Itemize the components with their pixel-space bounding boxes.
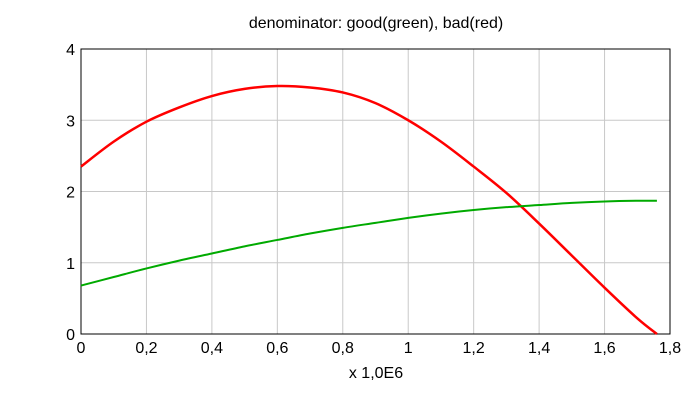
series-line-red bbox=[80, 84, 658, 335]
y-tick-label: 2 bbox=[66, 185, 75, 202]
y-tick-label: 1 bbox=[66, 256, 75, 273]
plot-frame bbox=[80, 48, 671, 335]
x-tick-label: 1,8 bbox=[659, 340, 681, 357]
x-tick-label: 1,4 bbox=[528, 340, 550, 357]
grid bbox=[80, 48, 671, 335]
y-tick-label: 4 bbox=[66, 42, 75, 59]
x-tick-label: 0 bbox=[77, 340, 86, 357]
x-tick-labels: 0 0,2 0,4 0,6 0,8 1 1,2 1,4 1,6 1,8 bbox=[77, 340, 682, 357]
x-tick-label: 1,2 bbox=[463, 340, 485, 357]
x-tick-label: 0,8 bbox=[332, 340, 354, 357]
x-tick-label: 1 bbox=[404, 340, 413, 357]
x-tick-label: 0,6 bbox=[266, 340, 288, 357]
y-tick-label: 0 bbox=[66, 327, 75, 344]
y-tick-label: 3 bbox=[66, 113, 75, 130]
y-tick-labels: 0 1 2 3 4 bbox=[66, 42, 75, 344]
x-tick-label: 1,6 bbox=[593, 340, 615, 357]
series-line-green bbox=[80, 199, 657, 287]
x-axis-label: x 1,0E6 bbox=[349, 365, 403, 382]
x-tick-label: 0,4 bbox=[201, 340, 223, 357]
series-group bbox=[80, 84, 658, 335]
chart-title: denominator: good(green), bad(red) bbox=[249, 15, 503, 32]
x-tick-label: 0,2 bbox=[135, 340, 157, 357]
